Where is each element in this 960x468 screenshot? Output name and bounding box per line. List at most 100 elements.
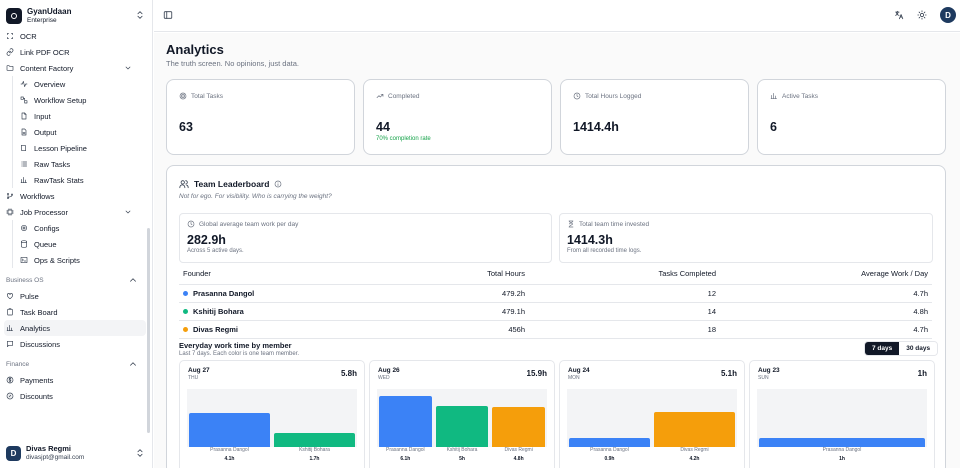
column-header[interactable]: Average Work / Day <box>720 263 932 285</box>
sidebar-item-output[interactable]: Output <box>13 124 150 140</box>
bar-value: 6.1h <box>400 456 411 462</box>
tasks-completed-cell: 18 <box>529 320 720 339</box>
bar-label: Kshitij Bohara <box>299 447 330 453</box>
chevrons-up-down-icon <box>135 10 145 20</box>
sidebar-item-content-factory[interactable]: Content Factory <box>0 60 150 76</box>
sidebar-item-label: Content Factory <box>20 63 74 73</box>
bar-prasanna-dangol[interactable] <box>189 413 270 447</box>
mini-note: From all recorded time logs. <box>567 248 642 254</box>
stat-value: 63 <box>179 120 193 134</box>
bar-kshitij-bohara[interactable] <box>274 432 355 447</box>
file-output-icon <box>19 128 29 136</box>
sidebar-item-analytics[interactable]: Analytics <box>4 320 146 336</box>
leaderboard-title: Team Leaderboard <box>194 179 270 189</box>
bar-kshitij-bohara[interactable] <box>435 405 489 447</box>
member-color-dot <box>183 309 188 315</box>
table-row[interactable]: Kshitij Bohara 479.1h 14 4.8h <box>179 302 932 321</box>
target-icon <box>179 92 187 100</box>
total-hours-cell: 456h <box>349 320 529 339</box>
sidebar-item-workflow-setup[interactable]: Workflow Setup <box>13 92 150 108</box>
bar-label: Prasanna Dangol <box>590 447 629 453</box>
sidebar-nav: OCR Link PDF OCR Content Factory Overvie… <box>0 28 150 404</box>
sidebar-item-payments[interactable]: Payments <box>0 372 150 388</box>
sidebar-toggle-icon[interactable] <box>163 10 173 20</box>
column-header[interactable]: Total Hours <box>349 263 529 285</box>
sun-icon[interactable] <box>917 10 927 20</box>
bar-divas-regmi[interactable] <box>492 407 545 447</box>
sidebar-item-ocr[interactable]: OCR <box>0 28 150 44</box>
bar-prasanna-dangol[interactable] <box>379 396 432 447</box>
stat-value: 44 <box>376 120 390 134</box>
user-menu[interactable]: D Divas Regmi divasjpt@gmail.com <box>6 443 147 463</box>
sidebar-item-task-board[interactable]: Task Board <box>0 304 150 320</box>
message-icon <box>5 340 15 348</box>
sidebar-item-link-pdf-ocr[interactable]: Link PDF OCR <box>0 44 150 60</box>
range-30-days-button[interactable]: 30 days <box>899 342 938 355</box>
bar-label: Prasanna Dangol <box>210 447 249 453</box>
sidebar-item-label: Output <box>34 127 57 137</box>
sidebar-item-label: Discussions <box>20 339 61 349</box>
range-7-days-button[interactable]: 7 days <box>865 342 900 355</box>
day-date: Aug 26 <box>378 367 400 374</box>
table-row[interactable]: Prasanna Dangol 479.2h 12 4.7h <box>179 284 932 303</box>
day-weekday: SUN <box>758 375 769 381</box>
bar-value: 5h <box>459 456 465 462</box>
bar-prasanna-dangol[interactable] <box>759 438 925 447</box>
table-row[interactable]: Divas Regmi 456h 18 4.7h <box>179 320 932 339</box>
stat-value: 6 <box>770 120 777 134</box>
sidebar-item-pulse[interactable]: Pulse <box>0 288 150 304</box>
file-icon <box>19 112 29 120</box>
sidebar-scrollbar[interactable] <box>147 228 150 433</box>
hourglass-icon <box>567 220 575 228</box>
day-total: 15.9h <box>526 369 547 378</box>
sidebar-item-job-processor[interactable]: Job Processor <box>0 204 150 220</box>
sidebar-item-configs[interactable]: Configs <box>13 220 150 236</box>
day-chart-card: Aug 26 WED 15.9h Prasanna Dangol 6.1h Kshitij… <box>369 360 555 468</box>
bar-divas-regmi[interactable] <box>654 412 735 447</box>
brand-name: GyanUdaan <box>27 7 72 16</box>
bar-label: Prasanna Dangol <box>822 447 862 453</box>
sidebar-item-label: Input <box>34 111 51 121</box>
bar-value: 4.8h <box>513 456 524 462</box>
column-header[interactable]: Tasks Completed <box>529 263 720 285</box>
everyday-title: Everyday work time by member <box>179 341 292 350</box>
sidebar-item-queue[interactable]: Queue <box>13 236 150 252</box>
mini-value: 282.9h <box>187 233 226 247</box>
sidebar-item-lesson-pipeline[interactable]: Lesson Pipeline <box>13 140 150 156</box>
bar-prasanna-dangol[interactable] <box>569 438 650 447</box>
sidebar-item-label: Job Processor <box>20 207 68 217</box>
chevron-down-icon <box>123 64 133 72</box>
column-header[interactable]: Founder <box>179 263 349 285</box>
sidebar-item-input[interactable]: Input <box>13 108 150 124</box>
stat-label: Active Tasks <box>782 92 819 100</box>
info-icon[interactable] <box>274 180 282 188</box>
sidebar-item-rawtask-stats[interactable]: RawTask Stats <box>13 172 150 188</box>
sidebar-item-label: Discounts <box>20 391 53 401</box>
sidebar-item-label: Lesson Pipeline <box>34 143 87 153</box>
avatar[interactable]: D <box>940 7 956 23</box>
brand-logo <box>6 8 22 24</box>
sidebar-item-label: Task Board <box>20 307 58 317</box>
founder-name: Divas Regmi <box>193 324 239 334</box>
sidebar-item-overview[interactable]: Overview <box>13 76 150 92</box>
sidebar-item-label: Configs <box>34 223 60 233</box>
translate-icon[interactable] <box>894 10 904 20</box>
mini-note: Across 5 active days. <box>187 248 244 254</box>
total-hours-cell: 479.2h <box>349 284 529 303</box>
sidebar-item-discounts[interactable]: Discounts <box>0 388 150 404</box>
dollar-icon <box>5 376 15 384</box>
sidebar-item-workflows[interactable]: Workflows <box>0 188 150 204</box>
mini-label: Total team time invested <box>579 220 650 228</box>
bar-label: Divas Regmi <box>680 447 709 453</box>
sidebar-item-discussions[interactable]: Discussions <box>0 336 150 352</box>
sidebar-item-raw-tasks[interactable]: Raw Tasks <box>13 156 150 172</box>
group-business-os[interactable]: Business OS <box>0 272 150 288</box>
bar-label: Prasanna Dangol <box>386 447 425 453</box>
day-chart-card: Aug 23 SUN 1h Prasanna Dangol 1h <box>749 360 935 468</box>
group-finance[interactable]: Finance <box>0 356 150 372</box>
workspace-switcher[interactable]: GyanUdaan Enterprise <box>6 6 147 26</box>
page-title: Analytics <box>166 42 224 57</box>
sidebar-item-ops-scripts[interactable]: Ops & Scripts <box>13 252 150 268</box>
user-email: divasjpt@gmail.com <box>26 454 85 461</box>
folder-icon <box>5 64 15 72</box>
